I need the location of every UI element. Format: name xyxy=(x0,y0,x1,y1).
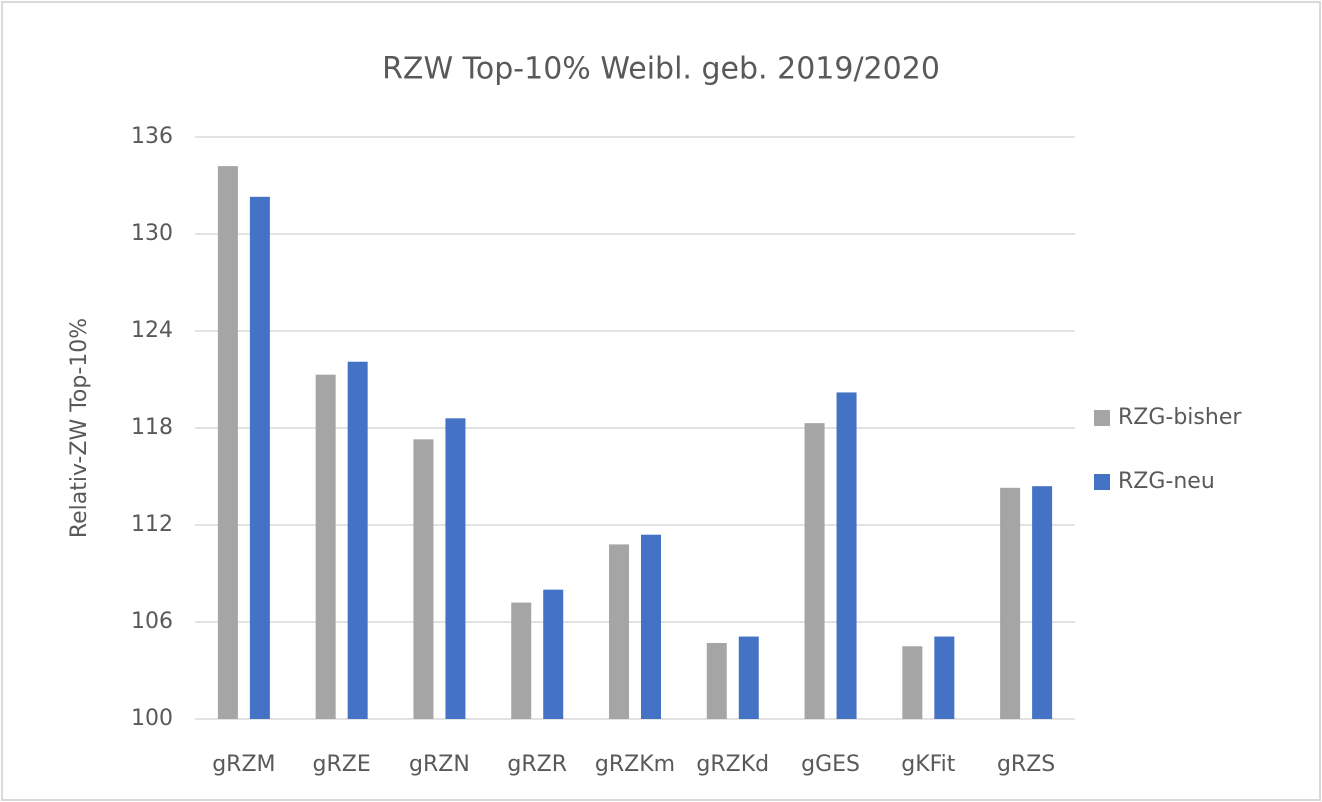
bar xyxy=(543,589,564,719)
x-tick-label: gRZM xyxy=(212,752,275,777)
y-tick-label: 112 xyxy=(131,512,173,537)
y-tick-label: 106 xyxy=(131,609,173,634)
bar xyxy=(315,374,336,719)
bar xyxy=(1000,487,1021,719)
y-tick-label: 118 xyxy=(131,415,173,440)
y-tick-label: 100 xyxy=(131,706,173,731)
bar xyxy=(347,361,368,719)
legend-label: RZG-bisher xyxy=(1118,405,1242,430)
bar xyxy=(836,392,857,719)
bar xyxy=(641,534,661,719)
x-tick-label: gRZS xyxy=(997,752,1055,777)
bar xyxy=(738,636,759,719)
x-tick-label: gRZKd xyxy=(696,752,769,777)
chart-title: RZW Top-10% Weibl. geb. 2019/2020 xyxy=(382,52,940,87)
bar xyxy=(413,439,434,719)
bar xyxy=(804,423,825,719)
bar xyxy=(609,544,629,719)
y-tick-label: 136 xyxy=(131,124,173,149)
x-tick-label: gRZE xyxy=(313,752,371,777)
y-axis-label: Relativ-ZW Top-10% xyxy=(67,318,92,538)
y-tick-label: 124 xyxy=(131,318,173,343)
x-tick-label: gRZKm xyxy=(595,752,675,777)
x-tick-label: gRZR xyxy=(507,752,567,777)
bar xyxy=(217,166,238,720)
legend-swatch xyxy=(1094,474,1110,490)
x-tick-label: gRZN xyxy=(409,752,470,777)
x-tick-label: gGES xyxy=(801,752,860,777)
x-tick-label: gKFit xyxy=(901,752,956,777)
y-tick-label: 130 xyxy=(131,221,173,246)
legend-swatch xyxy=(1094,410,1110,426)
bar xyxy=(706,643,727,719)
bar xyxy=(249,196,270,720)
bar xyxy=(902,646,923,719)
bar xyxy=(445,418,466,719)
legend-label: RZG-neu xyxy=(1118,469,1215,494)
bar xyxy=(934,636,955,719)
bar xyxy=(1032,486,1053,719)
bar xyxy=(511,602,532,719)
